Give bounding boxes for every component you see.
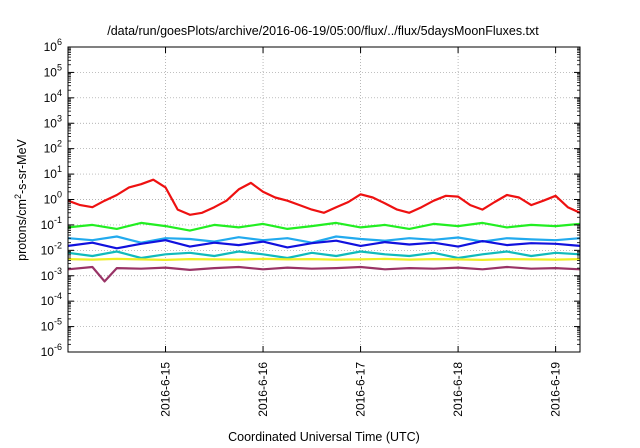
y-tick-label: 10-4 [41, 291, 62, 308]
chart-title: /data/run/goesPlots/archive/2016-06-19/0… [107, 24, 539, 38]
series-layer [67, 178, 581, 283]
y-tick-base: 10 [44, 142, 58, 156]
y-tick-base: 10 [41, 269, 55, 283]
grid-lines [68, 47, 580, 352]
series-line-2 [67, 221, 581, 232]
x-tick-label: 2016-6-16 [256, 362, 270, 417]
y-tick-base: 10 [41, 345, 55, 359]
y-tick-base: 10 [44, 116, 58, 130]
y-tick-base: 10 [44, 91, 58, 105]
x-tick-labels: 2016-6-15 2016-6-16 2016-6-17 2016-6-18 2016… [159, 362, 563, 417]
tick-marks [68, 46, 580, 353]
y-tick-label: 10-3 [41, 266, 62, 283]
y-tick-label: 105 [44, 62, 62, 79]
y-tick-exponent: 3 [57, 113, 62, 123]
y-tick-exponent: -6 [54, 342, 62, 352]
y-tick-base: 10 [41, 294, 55, 308]
y-tick-exponent: -3 [54, 266, 62, 276]
x-tick-label: 2016-6-18 [451, 362, 465, 417]
y-tick-base: 10 [44, 167, 58, 181]
y-tick-base: 10 [41, 243, 55, 257]
series-line-4 [67, 239, 581, 250]
y-tick-base: 10 [44, 193, 58, 207]
x-tick-label: 2016-6-17 [354, 362, 368, 417]
x-axis-title: Coordinated Universal Time (UTC) [228, 430, 420, 444]
y-tick-label: 100 [44, 190, 62, 207]
y-tick-exponent: 0 [57, 190, 62, 200]
series-line-1 [67, 178, 581, 216]
y-tick-label: 106 [44, 37, 62, 54]
y-tick-exponent: -5 [54, 317, 62, 327]
y-tick-label: 10-6 [41, 342, 62, 359]
y-tick-exponent: -4 [54, 291, 62, 301]
y-tick-base: 10 [41, 320, 55, 334]
y-axis-title-suffix: -s-sr-MeV [15, 138, 29, 194]
series-line-3 [67, 235, 581, 244]
y-axis-title-sup: 2 [13, 194, 23, 199]
y-tick-label: 103 [44, 113, 62, 130]
y-tick-exponent: 2 [57, 139, 62, 149]
y-tick-labels: 10610510410310210110010-110-210-310-410-… [41, 37, 62, 359]
y-tick-exponent: 4 [57, 88, 62, 98]
series-line-6 [67, 257, 581, 261]
series-line-5 [67, 250, 581, 260]
y-tick-exponent: -1 [54, 215, 62, 225]
y-tick-base: 10 [41, 218, 55, 232]
y-axis-title-prefix: protons/cm [15, 199, 29, 261]
y-axis-title: protons/cm2-s-sr-MeV [13, 138, 29, 260]
series-line-7 [67, 265, 581, 283]
y-tick-label: 10-5 [41, 317, 62, 334]
y-tick-label: 104 [44, 88, 62, 105]
y-tick-label: 10-1 [41, 215, 62, 232]
y-tick-exponent: -2 [54, 240, 62, 250]
x-tick-label: 2016-6-15 [159, 362, 173, 417]
y-tick-exponent: 6 [57, 37, 62, 47]
y-tick-exponent: 1 [57, 164, 62, 174]
y-tick-base: 10 [44, 40, 58, 54]
y-tick-label: 10-2 [41, 240, 62, 257]
y-tick-base: 10 [44, 65, 58, 79]
y-tick-label: 102 [44, 139, 62, 156]
y-tick-exponent: 5 [57, 62, 62, 72]
y-tick-label: 101 [44, 164, 62, 181]
x-tick-label: 2016-6-19 [549, 362, 563, 417]
